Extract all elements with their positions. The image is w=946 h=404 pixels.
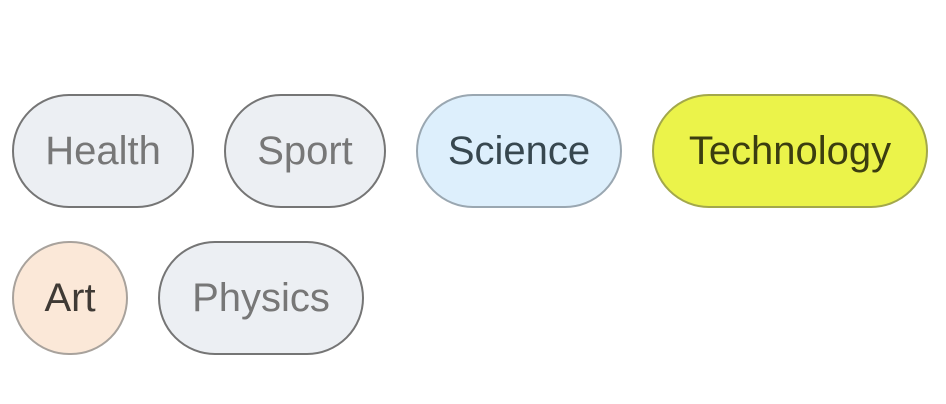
chip-science[interactable]: Science (416, 94, 622, 208)
chip-health[interactable]: Health (12, 94, 194, 208)
chip-sport[interactable]: Sport (224, 94, 386, 208)
chip-technology[interactable]: Technology (652, 94, 928, 208)
chip-art[interactable]: Art (12, 241, 128, 355)
chip-label: Health (45, 129, 161, 173)
chip-label: Technology (688, 129, 892, 173)
chip-label: Science (447, 129, 591, 173)
chip-physics[interactable]: Physics (158, 241, 364, 355)
chip-label: Art (44, 276, 96, 320)
chip-label: Physics (192, 276, 330, 320)
chip-label: Sport (257, 129, 353, 173)
